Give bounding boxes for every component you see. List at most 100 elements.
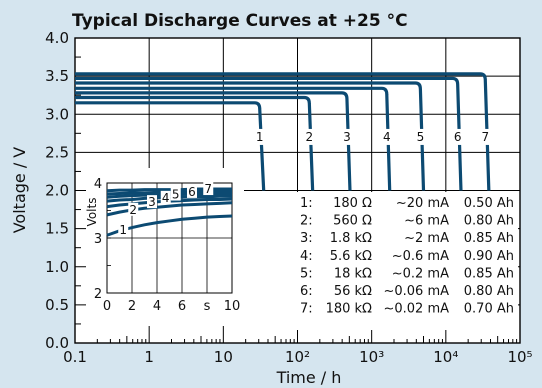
table-capacity: 0.80 Ah	[464, 214, 514, 229]
legend-table: 1: 180 Ω ~20 mA 0.50 Ah 2: 560 Ω ~6 mA 0.80 Ah 3…	[243, 192, 518, 330]
table-capacity: 0.85 Ah	[464, 231, 514, 246]
inset-y-tick-label: 3	[94, 232, 102, 247]
curve-label-bg	[448, 128, 467, 145]
discharge-curve-2	[75, 95, 315, 191]
curve-label-7: 7	[481, 130, 489, 144]
legend-table-background	[243, 192, 518, 330]
discharge-curve-1	[75, 101, 266, 191]
inset-curve-label-3: 3	[148, 195, 156, 209]
inset-x-tick-label: s	[204, 299, 211, 314]
chart-title: Typical Discharge Curves at +25 °C	[72, 11, 408, 31]
curve-labels: 1 2 3 4 5 6 7	[250, 128, 495, 145]
y-axis: 0.0 0.5 1.0 1.5 2.0 2.5 3.0 3.5 4.0	[45, 29, 81, 352]
curve-label-bg	[476, 128, 495, 145]
inset-label-bg	[170, 187, 181, 201]
x-tick-label: 0.1	[63, 348, 87, 366]
table-load: 1.8 kΩ	[330, 231, 372, 246]
y-axis-label: Voltage / V	[10, 147, 29, 234]
table-load: 56 kΩ	[334, 284, 372, 299]
discharge-curves	[75, 72, 491, 191]
curve-label-bg	[411, 128, 430, 145]
discharge-curve-7	[75, 72, 491, 191]
inset-curve-label-6: 6	[188, 185, 196, 199]
curve-label-3: 3	[343, 130, 351, 144]
y-tick-label: 2.0	[45, 182, 69, 200]
curve-label-5: 5	[417, 130, 425, 144]
table-capacity: 0.80 Ah	[464, 284, 514, 299]
table-load: 180 Ω	[333, 196, 372, 211]
inset-curve-label-5: 5	[172, 188, 180, 202]
x-axis: 0.1 1 10 10² 10³ 10⁴ 10⁵	[63, 336, 533, 366]
inset-x-tick-label: 2	[128, 299, 136, 314]
y-tick-label: 4.0	[45, 29, 69, 47]
inset-label-bg	[160, 190, 171, 204]
inset-curve-labels: 123 4 5 6 7	[118, 182, 214, 237]
inset-label-bg	[203, 182, 214, 196]
table-capacity: 0.85 Ah	[464, 266, 514, 281]
y-tick-label: 3.5	[45, 67, 69, 85]
y-tick-label: 2.5	[45, 143, 69, 161]
inset-x-tick-label: 4	[153, 299, 161, 314]
table-capacity: 0.90 Ah	[464, 249, 514, 264]
inset-label-bg	[128, 202, 139, 216]
inset-curve-label-1: 1	[119, 223, 127, 237]
table-current: ~6 mA	[404, 214, 449, 229]
inset-y-label: Volts	[85, 198, 99, 227]
inset-y-tick-label: 4	[94, 177, 102, 192]
table-capacity: 0.70 Ah	[464, 302, 514, 317]
table-capacity: 0.50 Ah	[464, 196, 514, 211]
table-load: 5.6 kΩ	[330, 249, 372, 264]
curve-label-6: 6	[454, 130, 462, 144]
x-tick-label: 10²	[285, 348, 310, 366]
inset-curve-label-7: 7	[204, 182, 212, 196]
inset-x-tick-label: 10	[224, 299, 241, 314]
inset-label-bg	[118, 222, 129, 236]
inset-x-tick-label: 0	[103, 299, 111, 314]
table-index: 6:	[300, 284, 313, 299]
table-current: ~0.06 mA	[383, 284, 449, 299]
y-tick-label: 3.0	[45, 105, 69, 123]
table-current: ~0.6 mA	[392, 249, 449, 264]
table-index: 5:	[300, 266, 313, 281]
table-current: ~20 mA	[396, 196, 449, 211]
curve-label-bg	[377, 128, 396, 145]
curve-label-bg	[300, 128, 319, 145]
curve-label-1: 1	[256, 130, 264, 144]
x-tick-label: 10³	[359, 348, 384, 366]
table-index: 4:	[300, 249, 313, 264]
x-tick-label: 10	[214, 348, 233, 366]
y-tick-label: 0.5	[45, 296, 69, 314]
table-load: 180 kΩ	[326, 302, 372, 317]
inset-y-tick-label: 2	[94, 287, 102, 302]
y-tick-label: 1.0	[45, 258, 69, 276]
curve-label-bg	[250, 128, 269, 145]
x-tick-label: 10⁴	[433, 348, 458, 366]
curve-label-bg	[337, 128, 356, 145]
x-axis-label: Time / h	[276, 368, 342, 387]
inset-curve-label-4: 4	[162, 191, 170, 205]
x-tick-label: 10⁵	[507, 348, 532, 366]
curve-label-2: 2	[306, 130, 314, 144]
table-current: ~0.2 mA	[392, 266, 449, 281]
x-tick-label: 1	[144, 348, 154, 366]
table-load: 18 kΩ	[334, 266, 372, 281]
inset-curve-label-2: 2	[129, 203, 137, 217]
discharge-curve-6	[75, 76, 463, 191]
table-index: 3:	[300, 231, 313, 246]
table-current: ~2 mA	[404, 231, 449, 246]
inset-grid	[107, 183, 232, 293]
inset-x-tick-label: 6	[178, 299, 186, 314]
discharge-curve-3	[75, 91, 352, 191]
curve-label-4: 4	[383, 130, 391, 144]
inset-curve-2	[106, 201, 233, 217]
table-load: 560 Ω	[333, 214, 372, 229]
table-index: 2:	[300, 214, 313, 229]
inset-label-bg	[147, 195, 157, 209]
table-current: ~0.02 mA	[383, 302, 449, 317]
table-index: 7:	[300, 302, 313, 317]
y-tick-label: 1.5	[45, 220, 69, 238]
y-tick-label: 0.0	[45, 334, 69, 352]
